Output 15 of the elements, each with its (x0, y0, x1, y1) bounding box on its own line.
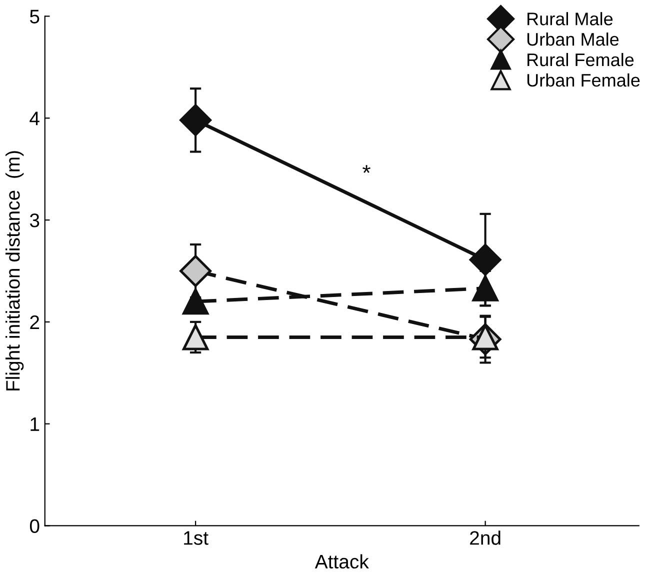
y-axis-title: Flight initiation distance (m) (6, 151, 24, 390)
y-tick-label: 0 (30, 519, 40, 533)
y-tick-label: 5 (30, 10, 40, 24)
legend-label: Urban Female (527, 73, 640, 87)
y-tick-label: 2 (30, 315, 40, 329)
y-tick-label: 3 (30, 213, 40, 228)
legend-label: Urban Male (527, 32, 619, 46)
legend-label: Rural Male (528, 12, 613, 26)
y-tick-label: 1 (30, 417, 40, 431)
annotation: * (362, 165, 370, 173)
x-axis-title: Attack (314, 554, 369, 569)
legend-label: Rural Female (528, 52, 634, 66)
x-tick-label: 1st (184, 531, 208, 545)
x-tick-label: 2nd (470, 530, 500, 545)
y-tick-label: 4 (30, 112, 40, 126)
